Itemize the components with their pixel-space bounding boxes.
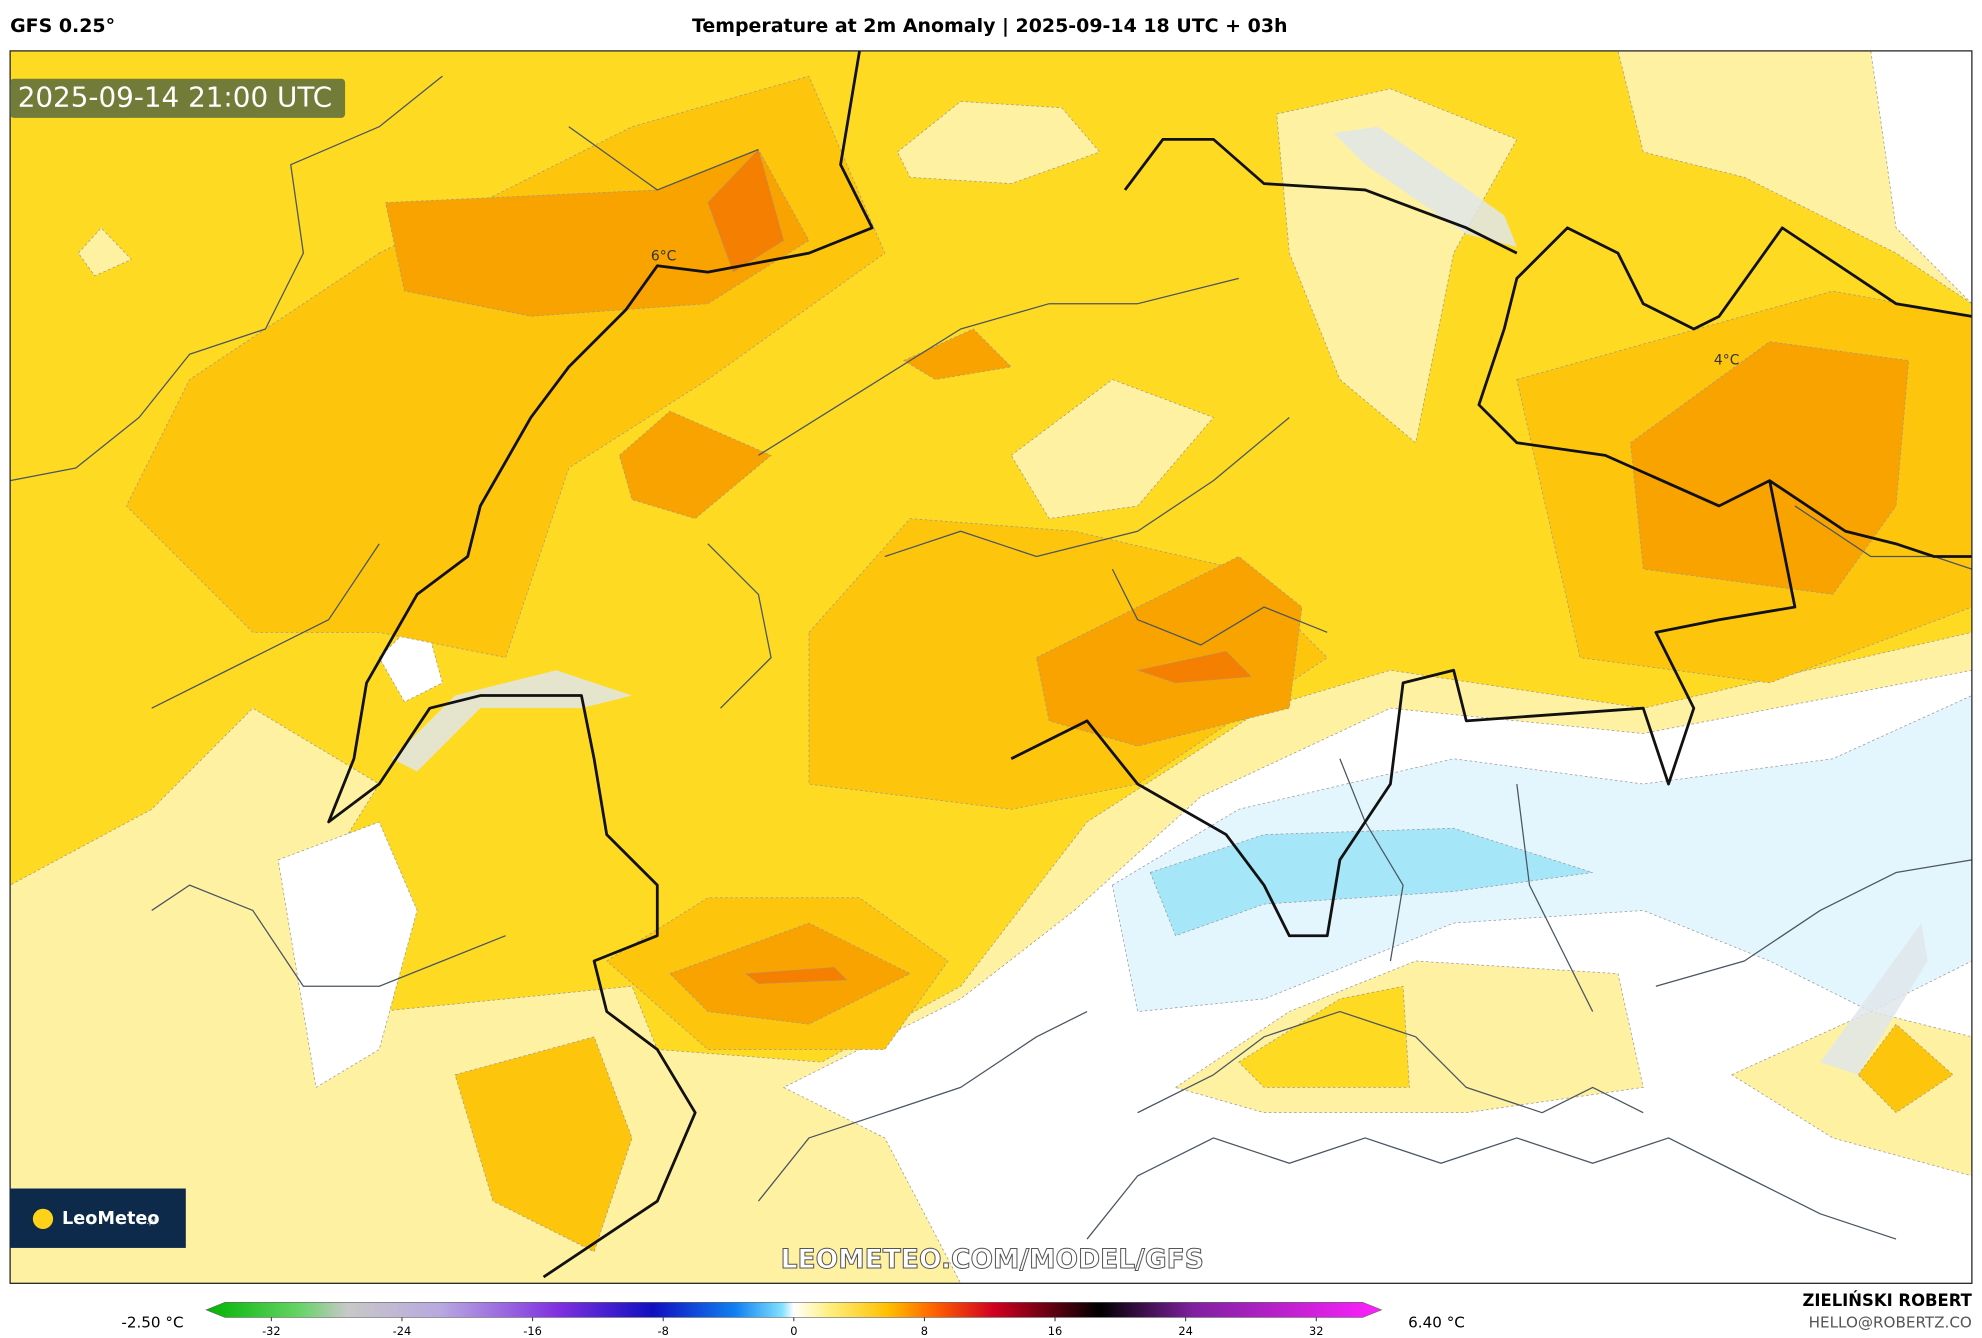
colorbar-tick-label: -8 (658, 1324, 669, 1338)
field-hot (1036, 556, 1303, 747)
region-border (10, 75, 1972, 1240)
country-border (1768, 479, 1972, 558)
valid-time: 2025-09-14 21:00 UTC (18, 81, 332, 114)
field-hot (1630, 341, 1910, 595)
field-warm (454, 1036, 633, 1253)
field-hottest (1136, 650, 1253, 684)
colorbar-tick-label: 16 (1048, 1324, 1062, 1338)
field-white (277, 821, 418, 1089)
colorbar (205, 1301, 1383, 1318)
colorbar-tick-label: -16 (523, 1324, 542, 1338)
country-border (327, 50, 874, 1279)
field-mid (1238, 985, 1410, 1088)
field-warm (1857, 1023, 1954, 1114)
field-hottest (707, 148, 785, 273)
lake (1333, 126, 1517, 247)
map-frame (9, 50, 1973, 1284)
field-cold (1149, 827, 1593, 937)
colorbar-tick-label: 24 (1178, 1324, 1192, 1338)
field-white (1870, 50, 1972, 305)
colorbar-tick-label: 8 (921, 1324, 928, 1338)
map-title: Temperature at 2m Anomaly | 2025-09-14 1… (692, 15, 1288, 37)
field-hot (902, 328, 1013, 380)
watermark: LEOMETEO.COM/MODEL/GFS (781, 1244, 1204, 1275)
contour-label: 6°C (651, 249, 676, 265)
field-hottest (744, 966, 848, 985)
field-light (1276, 88, 1518, 444)
field-light (1010, 379, 1215, 519)
country-border (1010, 226, 1972, 938)
field-light (896, 101, 1101, 184)
logo-text: LeoMeteo (62, 1209, 160, 1229)
logo-sun (32, 1208, 54, 1229)
email: HELLO@ROBERTZ.CO (1809, 1314, 1972, 1332)
colorbar-ticks: -32 -24 -16 -8 0 8 16 24 32 (262, 1317, 1324, 1338)
contour-label: 4°C (1714, 352, 1739, 368)
model-name: GFS 0.25° (10, 15, 115, 37)
colorbar-tick-label: 0 (790, 1324, 797, 1338)
logo-suffix: .pl (147, 1217, 156, 1226)
field-hot (618, 410, 772, 520)
colorbar-tick-label: -32 (262, 1324, 281, 1338)
lake (1820, 923, 1928, 1075)
map-area: 6°C 4°C (10, 50, 1972, 1284)
colorbar-min: -2.50 °C (121, 1314, 183, 1332)
colorbar-tick-label: 32 (1309, 1324, 1323, 1338)
field-light (77, 227, 133, 277)
colorbar-tick-label: -24 (393, 1324, 412, 1338)
author: ZIELIŃSKI ROBERT (1802, 1291, 1972, 1310)
colorbar-max: 6.40 °C (1408, 1314, 1465, 1332)
country-border (1123, 137, 1518, 255)
time-badge (10, 78, 346, 118)
